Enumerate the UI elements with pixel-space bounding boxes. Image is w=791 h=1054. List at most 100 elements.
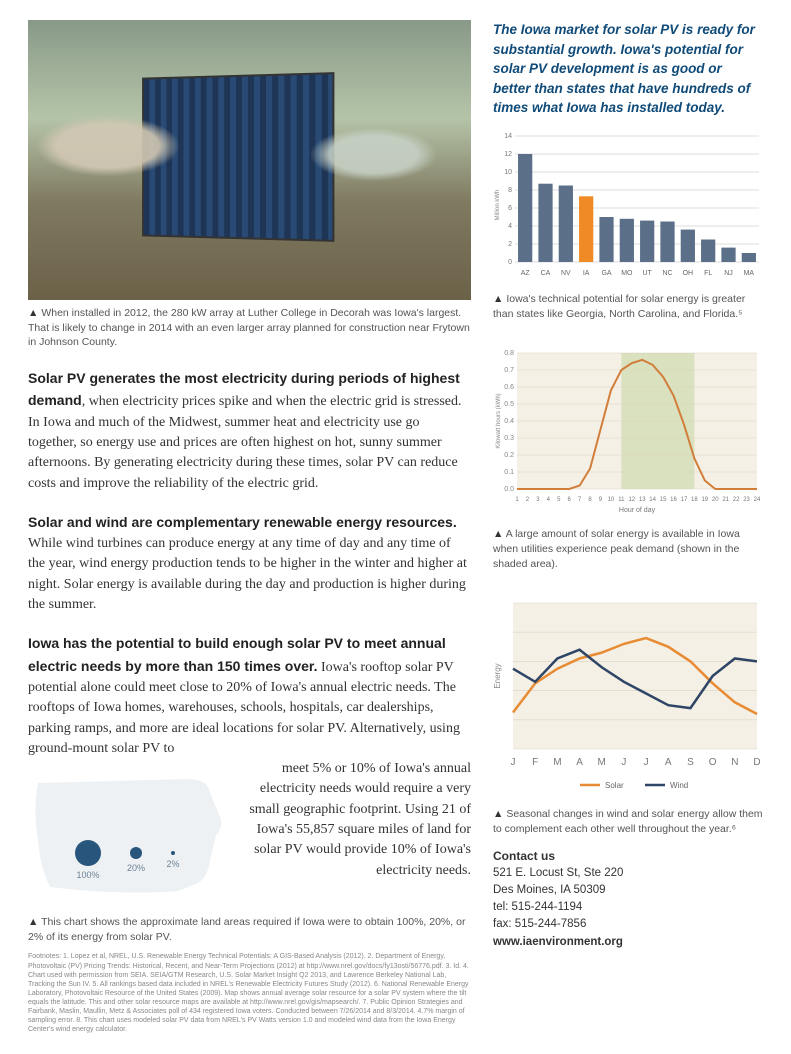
contact-addr1: 521 E. Locust St, Ste 220 <box>493 865 763 882</box>
svg-text:2: 2 <box>526 497 530 503</box>
footnotes: Footnotes: 1. Lopez et al, NREL, U.S. Re… <box>28 952 471 1034</box>
seasonal-chart: JFMAMJJASONDEnergySolarWind <box>493 595 763 795</box>
svg-text:8: 8 <box>508 187 512 194</box>
para-potential: Iowa has the potential to build enough s… <box>28 633 471 759</box>
para-peak-demand: Solar PV generates the most electricity … <box>28 368 471 494</box>
svg-text:GA: GA <box>601 270 611 277</box>
svg-text:0.1: 0.1 <box>504 469 514 476</box>
svg-text:19: 19 <box>701 497 708 503</box>
svg-text:NC: NC <box>662 270 672 277</box>
svg-text:2%: 2% <box>166 859 179 869</box>
svg-text:MO: MO <box>621 270 633 277</box>
svg-text:MA: MA <box>744 270 755 277</box>
para1-body: , when electricity prices spike and when… <box>28 394 462 490</box>
svg-text:0.3: 0.3 <box>504 435 514 442</box>
hourly-caption: A large amount of solar energy is availa… <box>493 527 763 571</box>
svg-text:0: 0 <box>508 259 512 266</box>
svg-text:20%: 20% <box>127 863 145 873</box>
svg-text:12: 12 <box>628 497 635 503</box>
svg-text:F: F <box>532 757 538 768</box>
svg-text:0.8: 0.8 <box>504 350 514 357</box>
svg-text:17: 17 <box>681 497 688 503</box>
right-column: The Iowa market for solar PV is ready fo… <box>493 20 763 1034</box>
svg-text:0.5: 0.5 <box>504 401 514 408</box>
svg-text:6: 6 <box>508 205 512 212</box>
para2-body: While wind turbines can produce energy a… <box>28 536 467 612</box>
para3-body: Iowa's rooftop solar PV potential alone … <box>28 660 460 756</box>
left-column: When installed in 2012, the 280 kW array… <box>28 20 471 1034</box>
svg-text:0.6: 0.6 <box>504 384 514 391</box>
contact-addr2: Des Moines, IA 50309 <box>493 882 763 899</box>
bar-caption: Iowa's technical potential for solar ene… <box>493 292 763 321</box>
hourly-chart: 0.00.10.20.30.40.50.60.70.81234567891011… <box>493 345 763 515</box>
svg-text:AZ: AZ <box>521 270 531 277</box>
svg-text:12: 12 <box>504 151 512 158</box>
svg-text:A: A <box>665 757 672 768</box>
photo-caption: When installed in 2012, the 280 kW array… <box>28 306 471 350</box>
para3-right: meet 5% or 10% of Iowa's annual electric… <box>246 759 471 881</box>
iowa-map-svg: 100% 20% 2% <box>28 765 238 905</box>
iowa-caption: This chart shows the approximate land ar… <box>28 915 471 944</box>
bar-chart: 02468101214AZCANVIAGAMOUTNCOHFLNJMAMilli… <box>493 130 763 280</box>
svg-text:Kilowatt hours (kWh): Kilowatt hours (kWh) <box>496 394 502 449</box>
seasonal-chart-svg: JFMAMJJASONDEnergySolarWind <box>493 595 763 795</box>
bar-chart-svg: 02468101214AZCANVIAGAMOUTNCOHFLNJMAMilli… <box>493 130 763 280</box>
svg-text:2: 2 <box>508 241 512 248</box>
svg-text:IA: IA <box>583 270 590 277</box>
svg-text:22: 22 <box>733 497 740 503</box>
svg-text:18: 18 <box>691 497 698 503</box>
svg-text:A: A <box>576 757 583 768</box>
svg-text:9: 9 <box>599 497 603 503</box>
svg-text:5: 5 <box>557 497 561 503</box>
svg-text:0.2: 0.2 <box>504 452 514 459</box>
svg-text:23: 23 <box>743 497 750 503</box>
svg-text:M: M <box>598 757 606 768</box>
svg-text:CA: CA <box>541 270 551 277</box>
hourly-chart-svg: 0.00.10.20.30.40.50.60.70.81234567891011… <box>493 345 763 515</box>
svg-text:20: 20 <box>712 497 719 503</box>
svg-text:10: 10 <box>504 169 512 176</box>
svg-text:100%: 100% <box>76 870 99 880</box>
svg-text:Solar: Solar <box>605 781 624 790</box>
svg-text:OH: OH <box>683 270 694 277</box>
svg-text:0.7: 0.7 <box>504 367 514 374</box>
svg-text:0.4: 0.4 <box>504 418 514 425</box>
contact-tel: tel: 515-244-1194 <box>493 899 763 916</box>
svg-text:J: J <box>621 757 626 768</box>
svg-text:16: 16 <box>670 497 677 503</box>
svg-text:1: 1 <box>515 497 519 503</box>
svg-text:3: 3 <box>536 497 540 503</box>
svg-text:10: 10 <box>608 497 615 503</box>
svg-text:14: 14 <box>504 133 512 140</box>
para-complementary: Solar and wind are complementary renewab… <box>28 512 471 615</box>
contact-block: Contact us 521 E. Locust St, Ste 220 Des… <box>493 847 763 951</box>
svg-text:FL: FL <box>704 270 712 277</box>
svg-text:4: 4 <box>508 223 512 230</box>
svg-text:13: 13 <box>639 497 646 503</box>
svg-text:Million kWh: Million kWh <box>495 189 501 220</box>
contact-web: www.iaenvironment.org <box>493 934 763 951</box>
solar-install-photo <box>28 20 471 300</box>
contact-fax: fax: 515-244-7856 <box>493 916 763 933</box>
svg-text:Hour of day: Hour of day <box>619 507 656 514</box>
svg-text:NJ: NJ <box>724 270 733 277</box>
intro-callout: The Iowa market for solar PV is ready fo… <box>493 20 763 118</box>
svg-text:0.0: 0.0 <box>504 486 514 493</box>
svg-text:M: M <box>553 757 561 768</box>
svg-text:7: 7 <box>578 497 582 503</box>
svg-text:14: 14 <box>649 497 656 503</box>
svg-text:11: 11 <box>618 497 625 503</box>
svg-text:O: O <box>709 757 717 768</box>
para2-lead: Solar and wind are complementary renewab… <box>28 514 457 530</box>
svg-text:D: D <box>753 757 760 768</box>
svg-text:Energy: Energy <box>493 664 502 689</box>
svg-text:J: J <box>644 757 649 768</box>
svg-text:Wind: Wind <box>670 781 688 790</box>
svg-text:24: 24 <box>754 497 761 503</box>
svg-text:6: 6 <box>568 497 572 503</box>
svg-text:21: 21 <box>722 497 729 503</box>
svg-text:S: S <box>687 757 694 768</box>
iowa-map-chart: 100% 20% 2% <box>28 765 238 905</box>
svg-text:8: 8 <box>588 497 592 503</box>
svg-text:UT: UT <box>642 270 652 277</box>
